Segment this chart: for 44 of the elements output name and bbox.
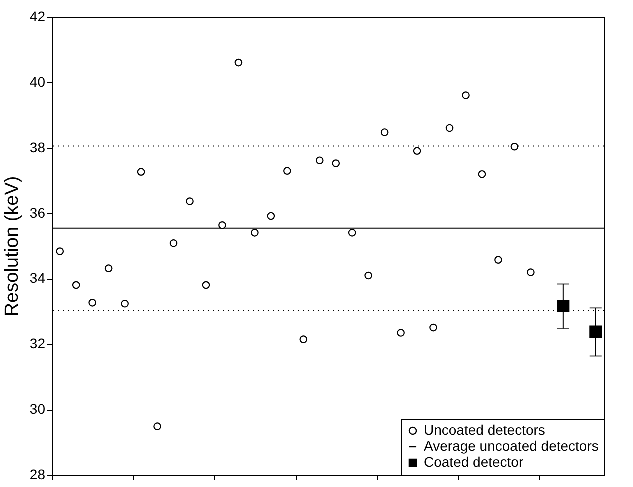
point: [170, 239, 178, 248]
point: [88, 299, 96, 307]
point: [104, 264, 113, 272]
point: [494, 256, 502, 264]
point: [462, 92, 470, 100]
y-tick-label: 42: [30, 8, 46, 24]
y-axis-title: Resolution (keV): [2, 176, 23, 317]
point: [316, 156, 324, 165]
y-tick-label: 28: [30, 466, 46, 482]
point: [137, 168, 146, 176]
point: [413, 147, 422, 156]
point: [72, 281, 80, 290]
point: [218, 221, 226, 230]
y-tick-label: 36: [30, 204, 46, 221]
point: [202, 281, 210, 290]
point: [332, 160, 340, 168]
point: [397, 329, 405, 337]
point: [267, 212, 276, 220]
point: [300, 336, 308, 344]
point: [527, 268, 535, 276]
y-tick-label: 30: [30, 401, 46, 418]
legend-label: Average uncoated detectors: [424, 438, 599, 454]
point: [510, 142, 519, 151]
y-tick-label: 32: [30, 336, 46, 352]
point: [557, 300, 570, 312]
point: [380, 128, 389, 136]
point: [478, 170, 486, 178]
point: [284, 167, 292, 175]
legend-label: Uncoated detectors: [424, 422, 546, 438]
y-tick-label: 40: [30, 74, 46, 90]
y-tick-label: 34: [30, 270, 46, 286]
y-tick-label: 38: [30, 139, 46, 156]
point: [364, 272, 372, 280]
point: [234, 58, 243, 67]
point: [56, 248, 64, 256]
point: [154, 422, 162, 430]
legend-label: Coated detector: [424, 454, 524, 470]
point: [251, 229, 259, 237]
point: [446, 124, 454, 132]
point: [186, 198, 194, 206]
point: [121, 300, 129, 308]
point: [348, 229, 356, 237]
point: [430, 324, 438, 332]
point: [590, 326, 602, 338]
